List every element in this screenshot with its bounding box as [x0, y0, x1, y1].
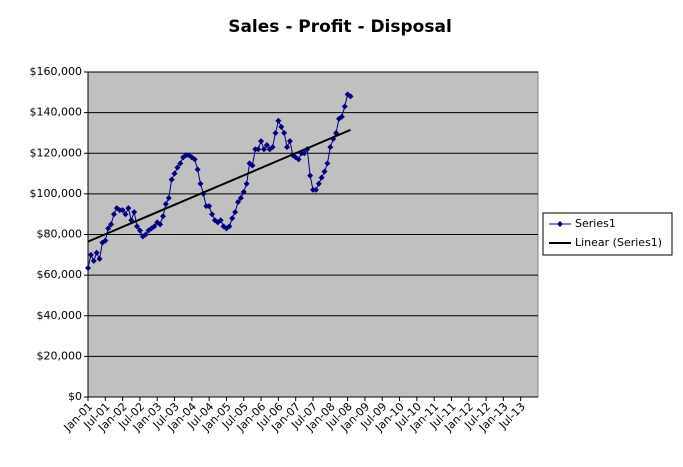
marker [136, 227, 143, 234]
marker [263, 142, 270, 149]
marker [258, 138, 265, 145]
marker [312, 186, 319, 193]
marker [134, 223, 141, 230]
marker [286, 138, 293, 145]
marker [275, 117, 282, 124]
marker [284, 144, 291, 151]
marker [341, 103, 348, 110]
marker [226, 223, 233, 230]
y-tick-label: $140,000 [30, 106, 83, 119]
marker [347, 93, 354, 100]
marker [301, 150, 308, 157]
y-tick-label: $40,000 [37, 309, 83, 322]
marker [232, 209, 239, 216]
marker [93, 249, 100, 256]
y-tick-label: $100,000 [30, 187, 83, 200]
marker [105, 225, 112, 232]
marker [87, 251, 94, 258]
marker [122, 211, 129, 218]
marker [162, 201, 169, 208]
marker [160, 213, 166, 220]
y-tick-label: $20,000 [37, 349, 83, 362]
marker [142, 231, 149, 238]
legend-label: Series1 [575, 217, 616, 230]
marker [110, 211, 117, 218]
legend-marker [557, 221, 563, 227]
marker [338, 113, 345, 120]
marker [249, 162, 256, 169]
marker [315, 180, 322, 187]
marker [90, 257, 97, 264]
marker [131, 209, 138, 216]
marker [324, 160, 331, 167]
marker [295, 156, 302, 163]
marker [102, 237, 109, 244]
legend-box [542, 212, 673, 256]
marker [318, 174, 325, 181]
marker [168, 176, 175, 183]
marker [229, 215, 236, 222]
marker [174, 164, 181, 171]
legend-label: Linear (Series1) [575, 236, 662, 249]
marker [85, 265, 91, 272]
marker [209, 211, 216, 218]
y-tick-label: $160,000 [30, 65, 83, 78]
marker [96, 255, 103, 262]
marker [108, 221, 115, 228]
y-tick-label: $60,000 [37, 268, 83, 281]
marker [240, 188, 247, 195]
marker [171, 170, 178, 177]
marker [260, 146, 267, 153]
marker [191, 156, 198, 163]
marker [255, 146, 262, 153]
y-tick-label: $120,000 [30, 146, 83, 159]
marker [235, 199, 241, 205]
marker [243, 180, 250, 187]
marker [278, 123, 285, 130]
marker [157, 221, 164, 228]
y-tick-label: $80,000 [37, 228, 83, 241]
marker [269, 144, 276, 151]
marker [327, 144, 334, 151]
marker [125, 205, 132, 212]
marker [194, 166, 201, 173]
marker [237, 194, 244, 201]
marker [206, 203, 213, 210]
marker [321, 168, 328, 175]
marker [307, 172, 314, 179]
trend-line [87, 128, 351, 243]
marker [177, 160, 184, 167]
marker [119, 207, 126, 214]
y-tick-label: $0 [68, 390, 82, 403]
marker [165, 194, 172, 201]
marker [217, 217, 224, 224]
marker [151, 223, 158, 230]
marker [272, 129, 279, 136]
chart-title: Sales - Profit - Disposal [228, 17, 452, 37]
marker [197, 180, 204, 187]
marker [281, 129, 288, 136]
